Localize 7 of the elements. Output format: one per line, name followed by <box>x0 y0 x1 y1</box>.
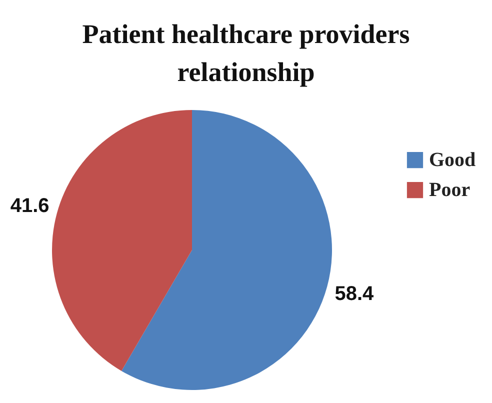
legend-label: Poor <box>429 179 470 201</box>
data-label: 41.6 <box>10 195 50 218</box>
chart-title: Patient healthcare providers relationship <box>82 19 410 87</box>
pie-slice <box>121 110 332 390</box>
legend-label: Good <box>429 149 476 171</box>
pie-slice <box>52 110 192 371</box>
data-label: 58.4 <box>334 282 375 305</box>
